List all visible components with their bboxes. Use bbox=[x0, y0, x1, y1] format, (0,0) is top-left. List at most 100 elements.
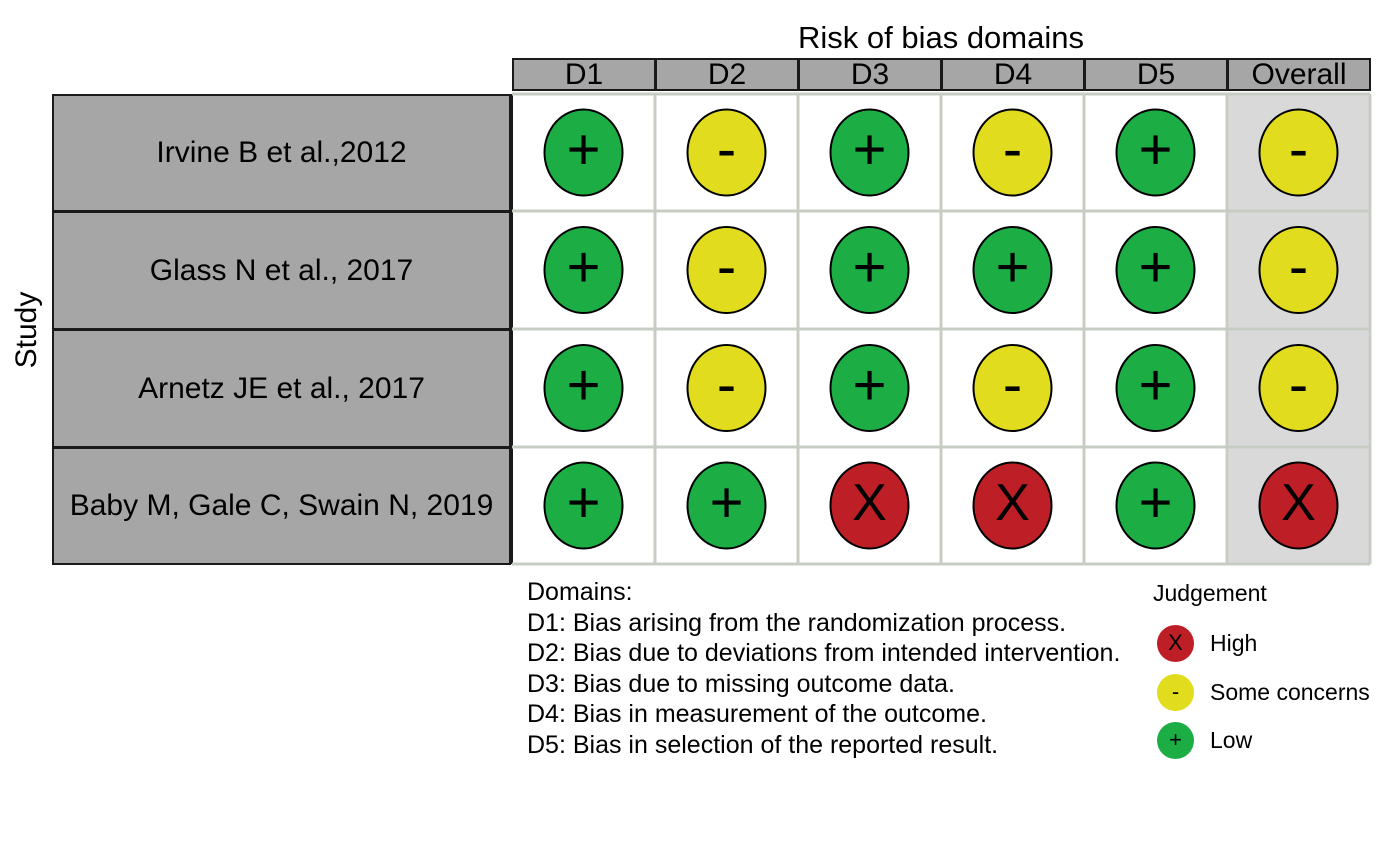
judgement-symbol: + bbox=[1139, 234, 1173, 299]
judgement-symbol: + bbox=[853, 117, 887, 182]
judgement-circle bbox=[686, 461, 767, 550]
judgement-symbol: + bbox=[710, 470, 744, 535]
judgement-circle bbox=[543, 226, 624, 314]
judgement-1-d2: - bbox=[686, 108, 767, 197]
column-header-d5: D5 bbox=[1084, 58, 1228, 91]
judgement-symbol: - bbox=[1289, 352, 1308, 417]
legend-item-high: X High bbox=[1157, 623, 1257, 663]
judgement-1-d4: - bbox=[972, 108, 1053, 197]
judgement-circle bbox=[829, 461, 910, 550]
legend-low-symbol: + bbox=[1157, 721, 1194, 759]
judgement-circle bbox=[972, 461, 1053, 550]
study-name: Glass N et al., 2017 bbox=[149, 253, 414, 287]
domain-d2: D2: Bias due to deviations from intended… bbox=[527, 639, 1121, 667]
judgement-symbol: + bbox=[567, 234, 601, 299]
legend-item-low: + Low bbox=[1157, 720, 1252, 760]
judgement-symbol: + bbox=[996, 234, 1030, 299]
judgement-circle bbox=[686, 344, 767, 432]
judgement-symbol: + bbox=[1139, 352, 1173, 417]
judgement-circle bbox=[1258, 461, 1339, 550]
judgement-3-d2: - bbox=[686, 344, 767, 432]
judgement-symbol: X bbox=[995, 474, 1030, 532]
column-header-d1: D1 bbox=[512, 58, 656, 91]
judgement-symbol: + bbox=[853, 352, 887, 417]
judgement-3-d1: + bbox=[543, 344, 624, 432]
column-header-d3: D3 bbox=[798, 58, 942, 91]
legend-some-concerns-symbol: - bbox=[1157, 673, 1194, 711]
judgement-3-d4: - bbox=[972, 344, 1053, 432]
study-name: Arnetz JE et al., 2017 bbox=[138, 371, 425, 405]
judgement-2-d4: + bbox=[972, 226, 1053, 314]
judgement-symbol: + bbox=[567, 470, 601, 535]
judgement-4-d4: X bbox=[972, 461, 1053, 550]
judgement-circle bbox=[543, 344, 624, 432]
judgement-2-d5: + bbox=[1115, 226, 1196, 314]
chart-title: Risk of bias domains bbox=[797, 20, 1084, 55]
legend-high-label: High bbox=[1210, 629, 1258, 656]
judgement-circle bbox=[972, 226, 1053, 314]
judgement-symbol: + bbox=[567, 117, 601, 182]
judgement-circle bbox=[1115, 108, 1196, 197]
judgement-symbol: - bbox=[717, 234, 736, 299]
study-label-2: Glass N et al., 2017 bbox=[52, 211, 511, 330]
judgement-2-overall: - bbox=[1258, 226, 1339, 314]
judgement-circle bbox=[829, 108, 910, 197]
legend-low-label: Low bbox=[1210, 726, 1253, 753]
judgement-4-d1: + bbox=[543, 461, 624, 550]
judgement-4-d3: X bbox=[829, 461, 910, 550]
judgement-circle bbox=[829, 344, 910, 432]
judgement-1-overall: - bbox=[1258, 108, 1339, 197]
judgement-symbol: + bbox=[567, 352, 601, 417]
legend-some-concerns-label: Some concerns bbox=[1210, 678, 1370, 705]
judgement-circle bbox=[686, 108, 767, 197]
study-name: Irvine B et al.,2012 bbox=[156, 136, 407, 169]
judgement-circle bbox=[1258, 344, 1339, 432]
domain-d1: D1: Bias arising from the randomization … bbox=[527, 608, 1067, 637]
judgement-4-d2: + bbox=[686, 461, 767, 550]
judgement-symbol: + bbox=[1139, 117, 1173, 182]
column-header-overall: Overall bbox=[1227, 58, 1371, 91]
judgement-circle bbox=[1115, 226, 1196, 314]
judgement-circle bbox=[686, 226, 767, 314]
judgement-1-d5: + bbox=[1115, 108, 1196, 197]
judgement-1-d1: + bbox=[543, 108, 624, 197]
domain-d5: D5: Bias in selection of the reported re… bbox=[527, 730, 999, 759]
judgement-circle bbox=[1258, 108, 1339, 197]
judgement-symbol: - bbox=[1289, 234, 1308, 299]
domains-legend: Domains: D1: Bias arising from the rando… bbox=[527, 577, 1120, 760]
judgement-symbol: - bbox=[1003, 117, 1022, 182]
judgement-3-d5: + bbox=[1115, 344, 1196, 432]
judgement-circle bbox=[543, 108, 624, 197]
study-label-1: Irvine B et al.,2012 bbox=[52, 94, 511, 212]
judgement-symbol: + bbox=[1139, 470, 1173, 535]
judgement-2-d3: + bbox=[829, 226, 910, 314]
judgement-2-d1: + bbox=[543, 226, 624, 314]
judgement-symbol: + bbox=[853, 234, 887, 299]
judgement-symbol: - bbox=[1003, 352, 1022, 417]
judgement-circle bbox=[1115, 344, 1196, 432]
legend-item-some-concerns: - Some concerns bbox=[1157, 672, 1370, 712]
judgement-4-overall: X bbox=[1258, 461, 1339, 550]
domain-d3: D3: Bias due to missing outcome data. bbox=[527, 669, 956, 698]
judgement-circle bbox=[972, 108, 1053, 197]
judgement-circle bbox=[829, 226, 910, 314]
domains-title: Domains: bbox=[527, 578, 633, 606]
study-label-3: Arnetz JE et al., 2017 bbox=[52, 329, 511, 448]
judgement-circle bbox=[543, 461, 624, 550]
judgement-1-d3: + bbox=[829, 108, 910, 197]
judgement-symbol: - bbox=[717, 117, 736, 182]
study-name: Baby M, Gale C, Swain N, 2019 bbox=[69, 489, 494, 522]
judgement-circle bbox=[1258, 226, 1339, 314]
study-label-4: Baby M, Gale C, Swain N, 2019 bbox=[52, 447, 511, 565]
judgement-circle bbox=[972, 344, 1053, 432]
legend-high-symbol: X bbox=[1157, 624, 1194, 662]
judgement-symbol: - bbox=[1289, 117, 1308, 182]
domain-d4: D4: Bias in measurement of the outcome. bbox=[527, 700, 987, 728]
judgement-4-d5: + bbox=[1115, 461, 1196, 550]
judgement-symbol: X bbox=[1281, 474, 1316, 532]
judgement-2-d2: - bbox=[686, 226, 767, 314]
column-header-d4: D4 bbox=[941, 58, 1085, 91]
judgement-circle bbox=[1115, 461, 1196, 550]
judgement-symbol: - bbox=[717, 352, 736, 417]
